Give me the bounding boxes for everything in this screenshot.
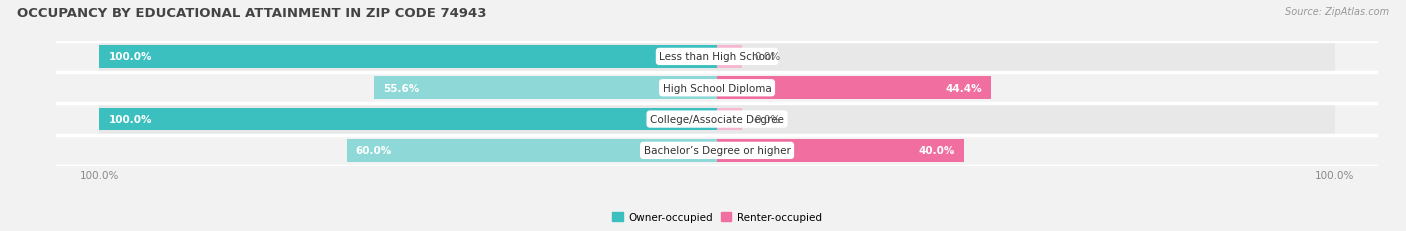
Bar — [346, 140, 717, 162]
Text: College/Associate Degree: College/Associate Degree — [650, 115, 785, 125]
Bar — [717, 140, 965, 162]
Text: 0.0%: 0.0% — [754, 115, 780, 125]
Bar — [717, 108, 742, 131]
Text: 0.0%: 0.0% — [754, 52, 780, 62]
Text: Less than High School: Less than High School — [659, 52, 775, 62]
Text: 55.6%: 55.6% — [382, 83, 419, 93]
Legend: Owner-occupied, Renter-occupied: Owner-occupied, Renter-occupied — [609, 208, 825, 226]
Bar — [100, 135, 1334, 166]
Bar — [374, 77, 717, 100]
Text: 100.0%: 100.0% — [108, 115, 152, 125]
Bar — [717, 46, 742, 68]
Bar — [100, 42, 1334, 73]
Bar — [100, 73, 1334, 104]
Text: 60.0%: 60.0% — [356, 146, 392, 156]
Text: Source: ZipAtlas.com: Source: ZipAtlas.com — [1285, 7, 1389, 17]
Bar — [717, 77, 991, 100]
Bar — [100, 46, 717, 68]
Text: Bachelor’s Degree or higher: Bachelor’s Degree or higher — [644, 146, 790, 156]
Bar — [100, 104, 1334, 135]
Text: 100.0%: 100.0% — [108, 52, 152, 62]
Text: 40.0%: 40.0% — [918, 146, 955, 156]
Bar — [100, 108, 717, 131]
Text: High School Diploma: High School Diploma — [662, 83, 772, 93]
Text: 44.4%: 44.4% — [945, 83, 981, 93]
Text: OCCUPANCY BY EDUCATIONAL ATTAINMENT IN ZIP CODE 74943: OCCUPANCY BY EDUCATIONAL ATTAINMENT IN Z… — [17, 7, 486, 20]
